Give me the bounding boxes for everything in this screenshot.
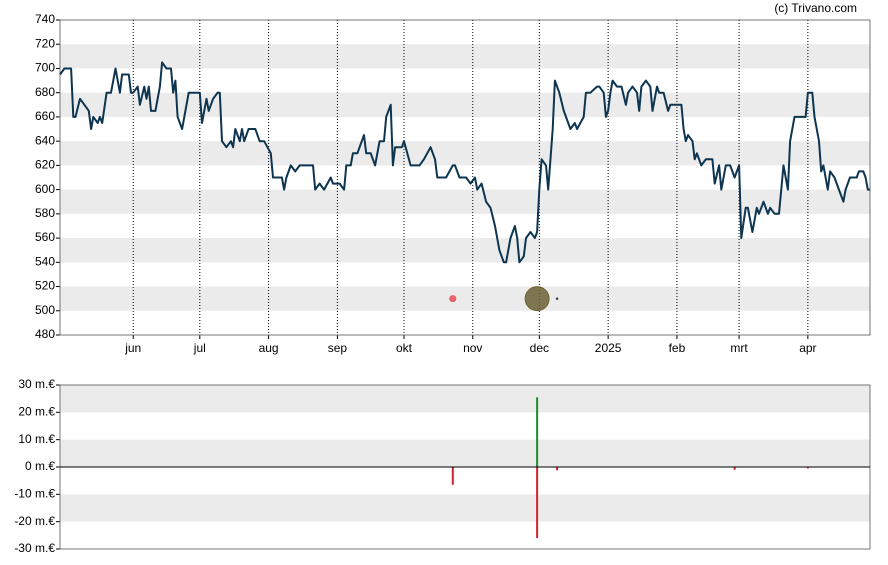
x-tick-label: 2025 <box>595 341 622 355</box>
y-tick-label: -30 m.€ <box>14 541 55 555</box>
y-tick-label: 680 <box>35 85 55 99</box>
x-tick-label: jul <box>193 341 206 355</box>
grid-band <box>60 439 870 467</box>
y-tick-label: 740 <box>35 12 55 26</box>
volume-bar <box>806 467 809 469</box>
y-tick-label: 700 <box>35 61 55 75</box>
y-tick-label: -10 m.€ <box>14 487 55 501</box>
y-tick-label: 540 <box>35 254 55 268</box>
copyright: (c) Trivano.com <box>774 1 857 15</box>
volume-bar <box>536 467 539 539</box>
x-tick-label: nov <box>463 341 482 355</box>
grid-band <box>60 44 870 69</box>
y-tick-label: 0 m.€ <box>25 459 55 473</box>
event-marker <box>449 295 457 303</box>
event-marker <box>524 286 550 312</box>
grid-band <box>60 286 870 311</box>
y-tick-label: 480 <box>35 327 55 341</box>
grid-band <box>60 189 870 214</box>
y-tick-label: -20 m.€ <box>14 514 55 528</box>
y-tick-label: 640 <box>35 133 55 147</box>
y-tick-label: 660 <box>35 109 55 123</box>
x-tick-label: feb <box>669 341 686 355</box>
y-tick-label: 560 <box>35 230 55 244</box>
plot-frame <box>59 19 871 336</box>
x-tick-label: okt <box>396 341 413 355</box>
x-tick-label: sep <box>328 341 348 355</box>
price-line <box>59 61 870 264</box>
event-marker <box>555 297 559 300</box>
grid-band <box>60 92 870 117</box>
x-tick-label: aug <box>259 341 279 355</box>
y-tick-label: 500 <box>35 303 55 317</box>
x-tick-label: apr <box>799 341 816 355</box>
x-tick-label: mrt <box>730 341 748 355</box>
y-tick-label: 720 <box>35 36 55 50</box>
grid-band <box>60 238 870 263</box>
y-tick-label: 620 <box>35 158 55 172</box>
y-tick-label: 520 <box>35 279 55 293</box>
x-tick-label: dec <box>530 341 549 355</box>
volume-bar <box>451 467 454 485</box>
volume-bar <box>536 397 539 467</box>
y-tick-label: 10 m.€ <box>18 432 55 446</box>
y-tick-label: 580 <box>35 206 55 220</box>
volume-bar <box>556 467 559 471</box>
x-tick-label: jun <box>124 341 141 355</box>
grid-band <box>60 385 870 413</box>
y-tick-label: 30 m.€ <box>18 377 55 391</box>
y-tick-label: 600 <box>35 182 55 196</box>
y-tick-label: 20 m.€ <box>18 405 55 419</box>
volume-bar <box>733 467 736 470</box>
grid-band <box>60 141 870 166</box>
grid-band <box>60 494 870 522</box>
